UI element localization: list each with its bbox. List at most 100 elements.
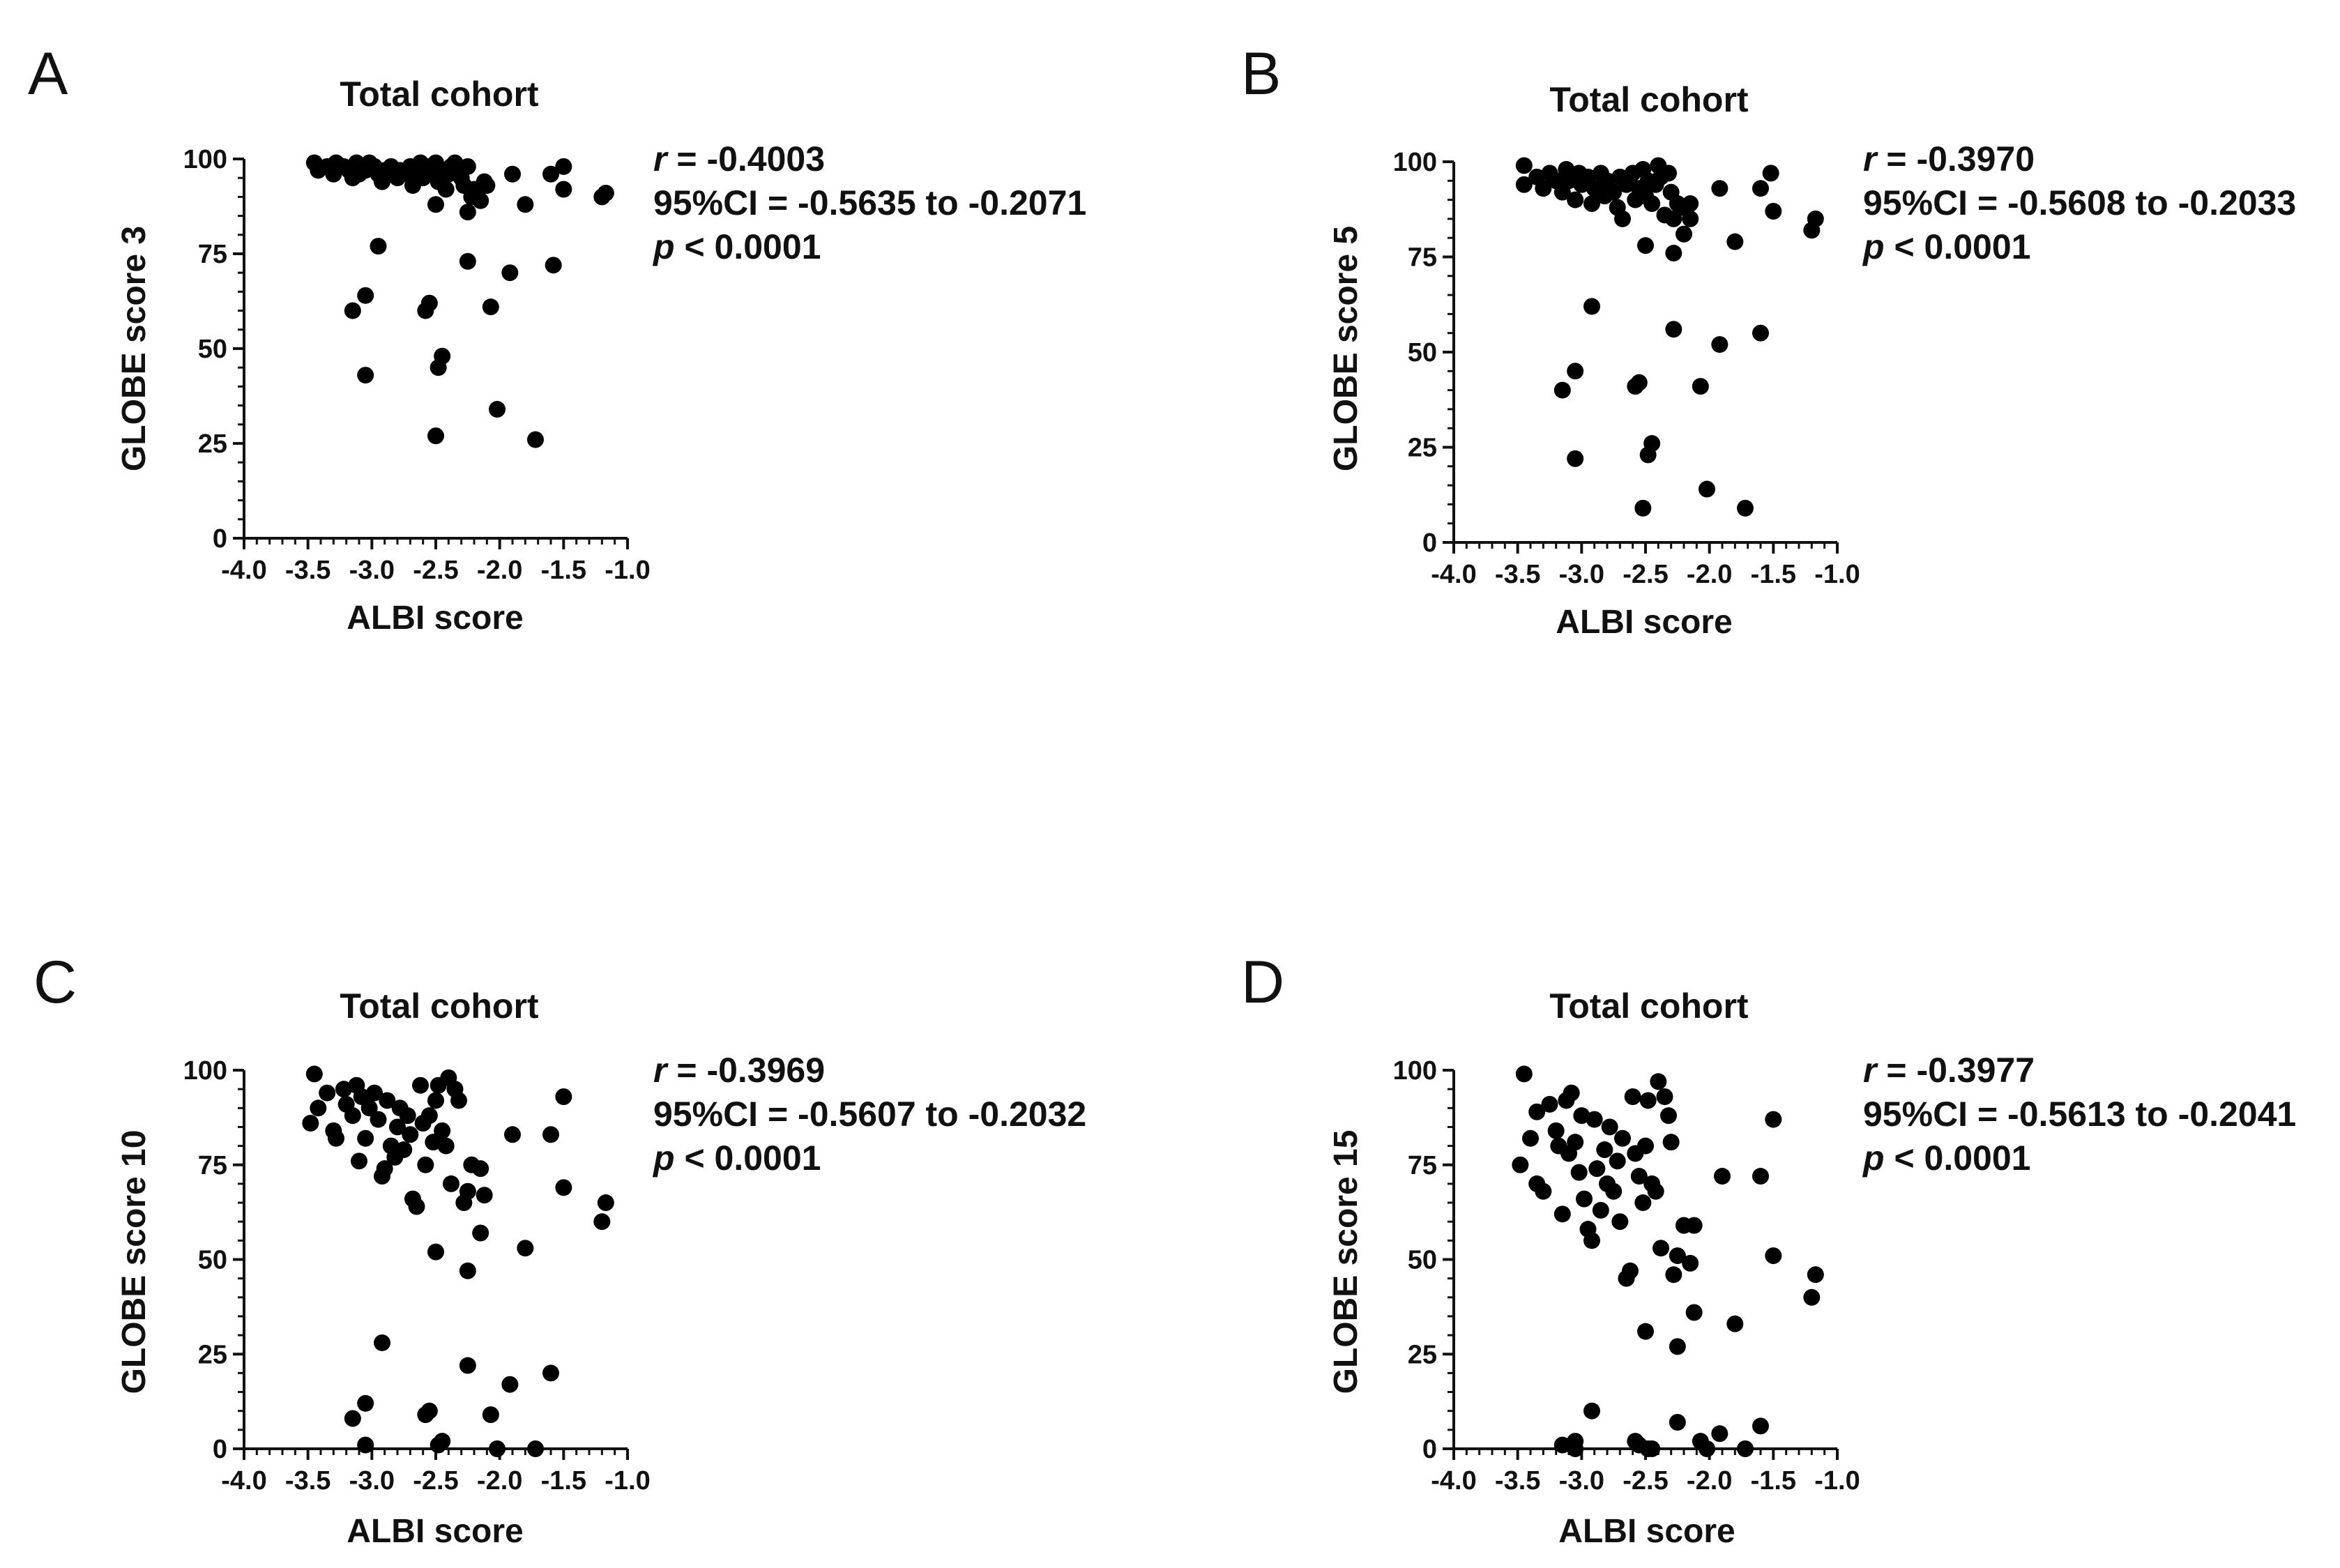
data-point — [402, 1126, 419, 1143]
data-point — [517, 196, 534, 213]
data-point — [357, 1394, 374, 1412]
x-tick-label: -2.0 — [1687, 1466, 1732, 1495]
x-tick-label: -2.5 — [1623, 1466, 1668, 1495]
data-point — [1639, 1440, 1657, 1457]
data-point — [1583, 1402, 1600, 1419]
data-point — [1515, 157, 1533, 174]
data-point — [395, 1141, 413, 1159]
data-point — [459, 1357, 476, 1374]
data-point — [1737, 499, 1754, 517]
data-point — [1669, 1338, 1686, 1355]
data-point — [478, 177, 496, 195]
data-point — [1685, 1304, 1703, 1321]
stat-r-symbol: r — [1863, 139, 1878, 178]
data-point — [1630, 1168, 1648, 1185]
stat-p-value: < 0.0001 — [675, 227, 821, 266]
data-point — [1765, 1247, 1782, 1265]
stat-p-value: < 0.0001 — [1885, 1139, 2031, 1178]
data-point — [351, 1152, 367, 1170]
x-tick-label: -3.5 — [285, 1466, 331, 1495]
data-point — [504, 165, 521, 183]
data-point — [1807, 210, 1824, 227]
x-tick-label: -2.5 — [413, 1466, 458, 1495]
stat-p-symbol: p — [652, 1139, 675, 1178]
data-point — [1752, 180, 1769, 197]
data-point — [344, 1107, 361, 1125]
data-point — [420, 1402, 438, 1419]
data-point — [482, 298, 499, 316]
data-point — [527, 431, 544, 448]
data-point — [427, 427, 444, 445]
data-point — [1528, 1103, 1546, 1120]
data-point — [1601, 1118, 1618, 1136]
data-point — [1685, 1217, 1703, 1234]
data-point — [1553, 381, 1571, 399]
y-axis-label: GLOBE score 15 — [1328, 1130, 1365, 1394]
data-point — [389, 1118, 406, 1136]
data-point — [489, 401, 506, 418]
data-point — [1752, 1417, 1769, 1435]
data-point — [542, 1364, 559, 1382]
data-point — [1711, 180, 1729, 197]
data-point — [370, 1111, 387, 1128]
chart-title: Total cohort — [340, 75, 539, 114]
data-point — [1660, 1107, 1677, 1125]
data-point — [1726, 1315, 1744, 1332]
y-tick-label: 25 — [198, 429, 227, 459]
data-point — [593, 1213, 611, 1231]
stat-r: r = -0.3970 — [1863, 139, 2035, 178]
data-point — [1682, 1254, 1699, 1272]
data-point — [1660, 165, 1677, 182]
data-point — [1699, 480, 1715, 498]
data-point — [1726, 233, 1744, 250]
x-tick-label: -2.5 — [413, 556, 458, 585]
data-point — [1656, 1088, 1673, 1106]
y-axis-label: GLOBE score 10 — [116, 1130, 153, 1394]
data-point — [1665, 321, 1682, 338]
data-point — [1665, 1266, 1682, 1284]
y-tick-label: 100 — [1393, 148, 1437, 177]
data-point — [1622, 1262, 1639, 1279]
data-point — [1692, 378, 1709, 395]
data-point — [1567, 1440, 1584, 1457]
chart-title: Total cohort — [1549, 80, 1749, 119]
y-tick-label: 100 — [1393, 1056, 1437, 1086]
data-point — [430, 359, 447, 376]
data-point — [1624, 1088, 1641, 1106]
data-point — [1711, 336, 1729, 353]
data-point — [430, 1436, 447, 1454]
data-point — [420, 294, 438, 312]
data-point — [501, 264, 519, 282]
data-point — [360, 1099, 378, 1117]
stat-p-symbol: p — [1862, 1139, 1885, 1178]
data-point — [1711, 1425, 1729, 1443]
data-point — [472, 1160, 489, 1178]
data-point — [1765, 202, 1782, 220]
data-point — [335, 1081, 352, 1098]
panel-letter: D — [1241, 949, 1284, 1016]
data-point — [1567, 363, 1584, 380]
data-point — [1573, 1107, 1590, 1125]
data-point — [1522, 1129, 1539, 1147]
data-point — [1762, 165, 1779, 182]
data-point — [443, 1175, 459, 1192]
x-tick-label: -1.0 — [605, 1466, 650, 1495]
data-point — [545, 257, 562, 274]
y-tick-label: 75 — [198, 1151, 227, 1180]
data-point — [517, 1240, 534, 1257]
stat-p-value: < 0.0001 — [1885, 227, 2031, 266]
data-point — [459, 1182, 476, 1200]
stat-r: r = -0.3969 — [653, 1051, 825, 1090]
data-point — [1570, 1164, 1588, 1181]
data-point — [1699, 1440, 1715, 1457]
stat-p: p < 0.0001 — [652, 1139, 821, 1178]
data-point — [302, 1115, 319, 1132]
data-point — [542, 1126, 559, 1143]
x-tick-label: -3.0 — [1559, 560, 1604, 589]
data-point — [1614, 1129, 1631, 1147]
data-point — [1583, 195, 1600, 213]
x-tick-label: -3.0 — [349, 1466, 395, 1495]
y-tick-label: 0 — [213, 1435, 227, 1464]
